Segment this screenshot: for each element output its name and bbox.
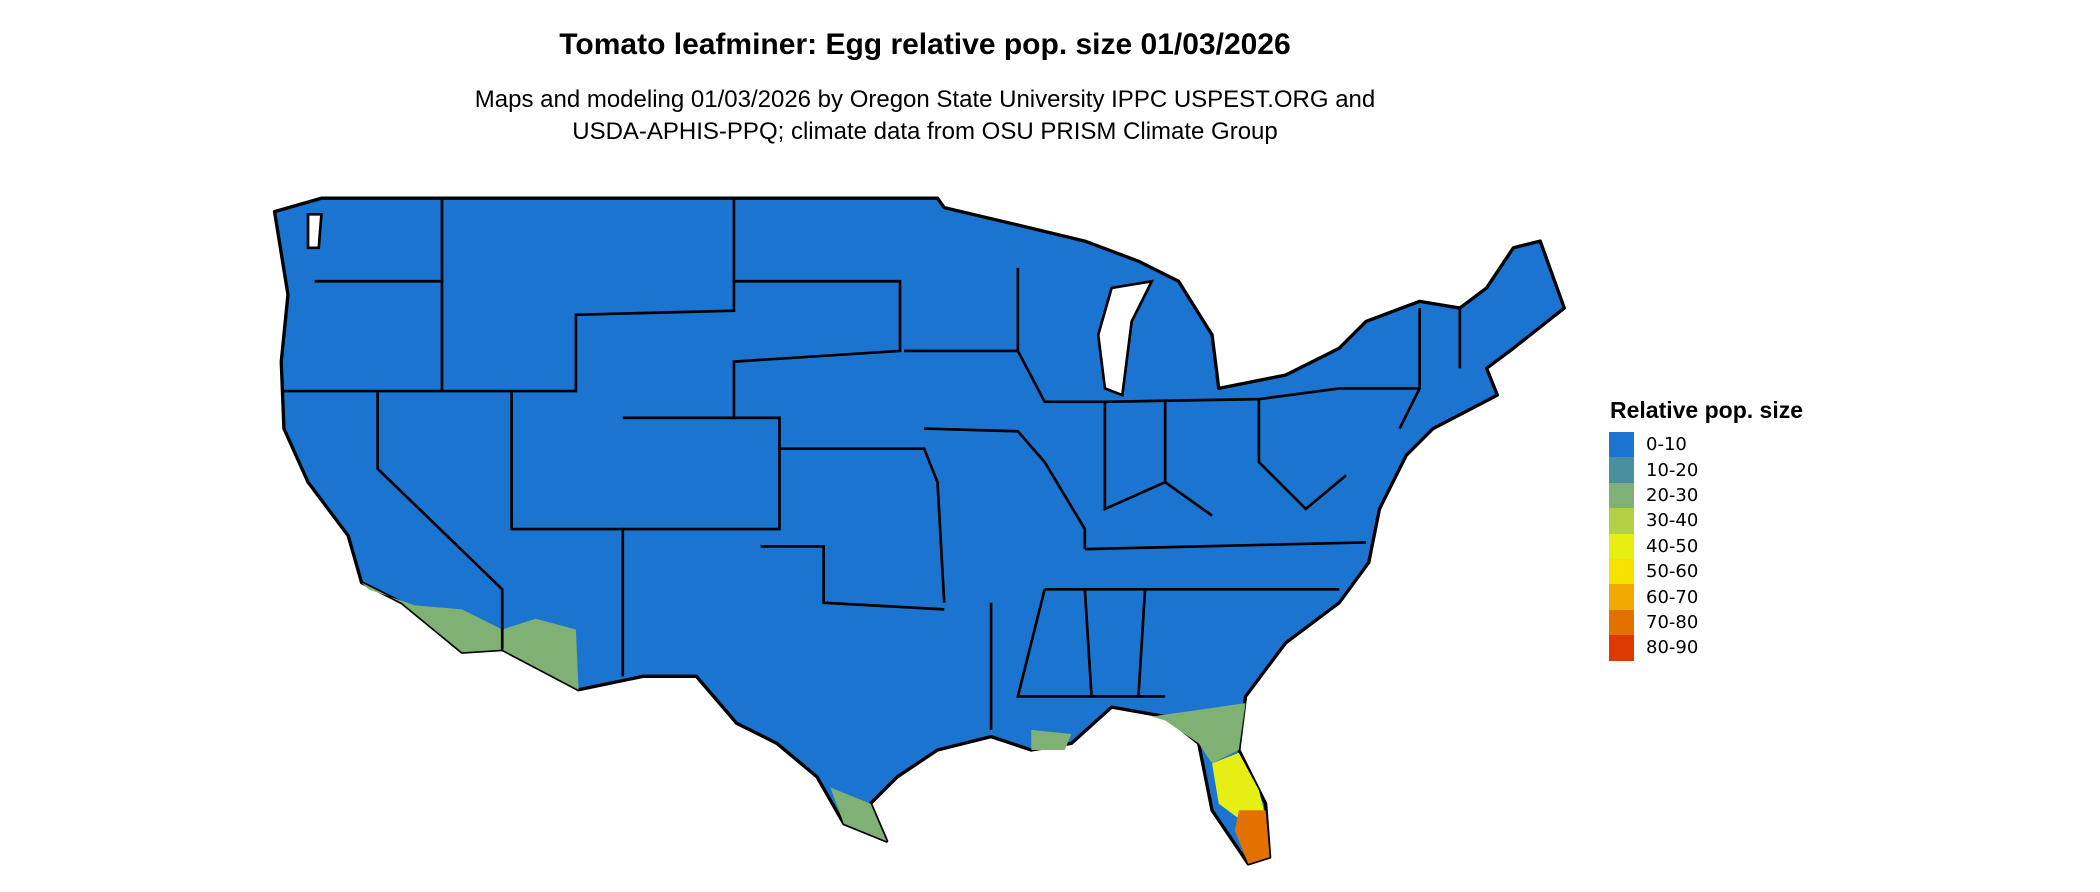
legend-swatch bbox=[1609, 482, 1634, 509]
legend-item: 0-10 bbox=[1609, 432, 1803, 458]
legend-item: 50-60 bbox=[1609, 558, 1803, 585]
legend-swatch bbox=[1609, 584, 1634, 610]
legend-label: 40-50 bbox=[1646, 535, 1699, 557]
legend-swatch bbox=[1609, 533, 1634, 559]
legend-swatch bbox=[1609, 508, 1634, 534]
legend-label: 60-70 bbox=[1646, 586, 1699, 608]
legend-item: 80-90 bbox=[1609, 635, 1803, 661]
legend-label: 80-90 bbox=[1646, 637, 1699, 659]
legend-swatch bbox=[1609, 432, 1634, 458]
legend-item: 20-30 bbox=[1609, 482, 1803, 509]
legend-item: 40-50 bbox=[1609, 533, 1803, 559]
legend-label: 70-80 bbox=[1646, 611, 1699, 633]
legend-title: Relative pop. size bbox=[1610, 397, 1804, 423]
legend: Relative pop. size 0-10 10-20 20-30 30-40 40… bbox=[1609, 397, 1803, 661]
legend-swatch bbox=[1609, 635, 1634, 661]
legend-item: 30-40 bbox=[1609, 508, 1803, 534]
legend-label: 30-40 bbox=[1646, 510, 1699, 532]
legend-label: 20-30 bbox=[1646, 484, 1699, 506]
legend-label: 10-20 bbox=[1646, 459, 1699, 481]
legend-label: 0-10 bbox=[1646, 434, 1687, 456]
great-lakes bbox=[306, 212, 1155, 397]
map-subtitle-line2: USDA-APHIS-PPQ; climate data from OSU PR… bbox=[572, 118, 1278, 145]
region-40-50 bbox=[1212, 752, 1266, 824]
legend-item: 60-70 bbox=[1609, 584, 1803, 610]
legend-swatch bbox=[1609, 609, 1634, 636]
state-borders bbox=[283, 198, 1462, 730]
region-70-80 bbox=[1234, 810, 1270, 864]
map-subtitle-line1: Maps and modeling 01/03/2026 by Oregon S… bbox=[474, 86, 1376, 113]
legend-item: 10-20 bbox=[1609, 457, 1803, 483]
legend-label: 50-60 bbox=[1646, 561, 1699, 583]
legend-item: 70-80 bbox=[1609, 609, 1803, 636]
region-20-30 bbox=[361, 582, 1246, 842]
legend-swatch bbox=[1609, 558, 1634, 585]
conus-outline bbox=[272, 196, 1566, 866]
legend-swatch bbox=[1609, 457, 1634, 483]
map-title: Tomato leafminer: Egg relative pop. size… bbox=[559, 28, 1291, 61]
